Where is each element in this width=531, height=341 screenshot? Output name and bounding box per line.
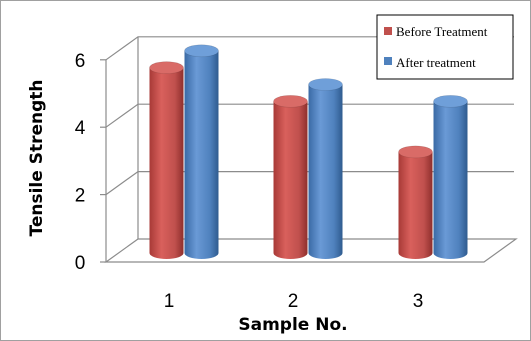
bar-body [433, 101, 468, 259]
chart-floor [104, 238, 518, 263]
legend-swatch-before [384, 27, 392, 35]
bar-cylinder [149, 61, 184, 260]
bar-body [308, 84, 343, 259]
x-tick-label: 3 [413, 291, 424, 312]
legend-label-after: After treatment [396, 55, 476, 70]
legend: Before Treatment After treatment [376, 14, 514, 80]
bar-cylinder [308, 78, 343, 259]
bar-cylinder [273, 95, 308, 259]
bars [149, 44, 468, 260]
y-axis-title: Tensile Strength [27, 80, 47, 237]
bar-top [398, 145, 433, 159]
x-axis-title: Sample No. [238, 315, 347, 335]
legend-box [376, 14, 514, 80]
bar-top [273, 95, 308, 108]
bar-body [398, 151, 433, 259]
bar-top [433, 95, 468, 108]
bar-top [308, 78, 343, 91]
bar-cylinder [433, 95, 468, 259]
x-tick-label: 2 [288, 291, 299, 312]
axes [100, 36, 518, 263]
y-tick-label: 4 [75, 118, 86, 139]
y-tick-label: 6 [75, 51, 86, 72]
bar-body [273, 101, 308, 259]
tick-labels: 0 2 4 6 1 2 3 [75, 51, 424, 312]
bar-top [184, 44, 219, 58]
bar-body [149, 67, 184, 260]
bar-cylinder [184, 44, 219, 259]
legend-label-before: Before Treatment [396, 24, 488, 39]
y-tick-label: 2 [75, 186, 86, 207]
bar-body [184, 50, 219, 259]
bar-cylinder [398, 145, 433, 259]
bar-top [149, 61, 184, 74]
y-tick-label: 0 [75, 253, 86, 274]
x-tick-label: 1 [164, 291, 175, 312]
legend-swatch-after [384, 57, 392, 65]
